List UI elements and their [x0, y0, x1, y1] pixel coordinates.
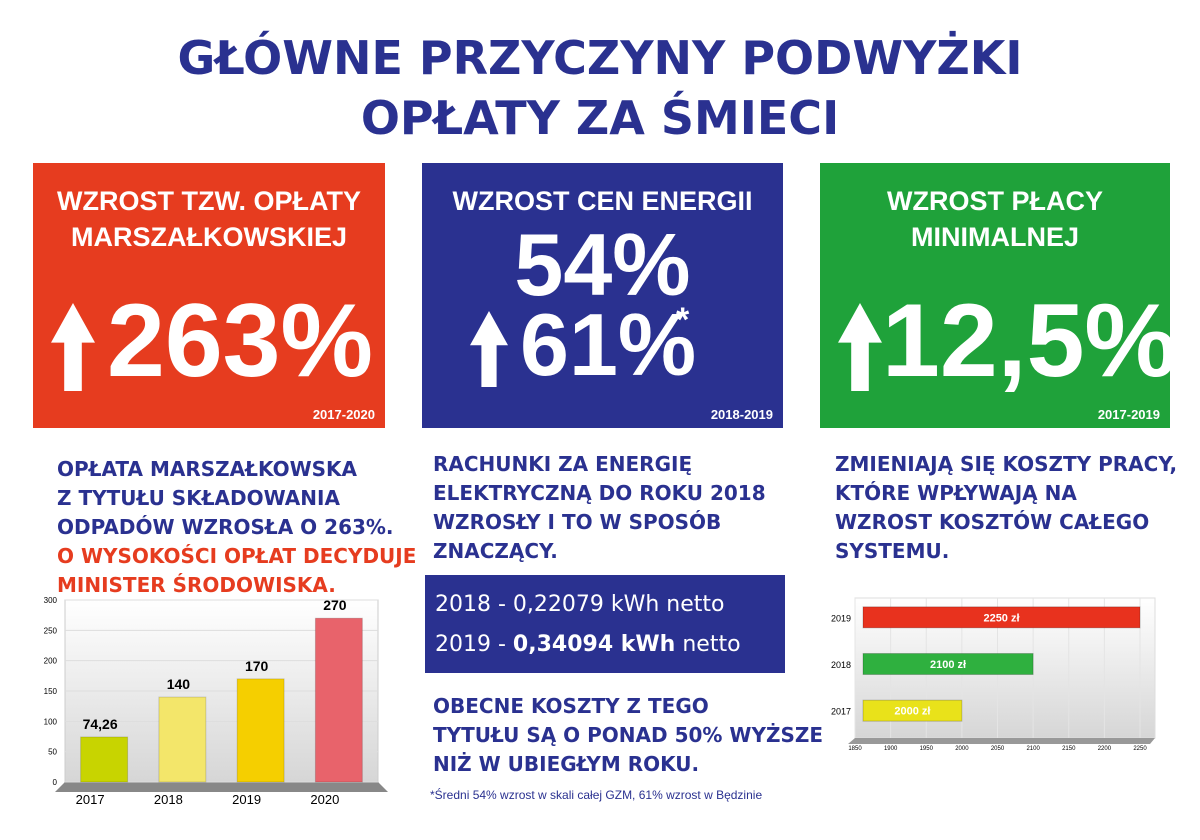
bar — [314, 617, 363, 783]
x-tick-label: 1950 — [920, 746, 934, 752]
panel-title-line: MARSZAŁKOWSKIEJ — [71, 222, 347, 252]
column-text: OBECNE KOSZTY Z TEGO TYTUŁU SĄ O PONAD 50… — [433, 692, 823, 779]
panel-value: 12,5% — [882, 283, 1177, 399]
y-tick-label: 2019 — [831, 613, 851, 623]
panel-title-line: WZROST PŁACY — [887, 186, 1103, 216]
panel-period: 2018-2019 — [710, 407, 773, 422]
y-tick-label: 50 — [48, 748, 57, 757]
arrow-icon — [470, 311, 508, 387]
y-tick-label: 150 — [44, 687, 58, 696]
text-line: ODPADÓW WZROSŁA O 263%. — [57, 515, 394, 539]
x-tick-label: 2000 — [955, 746, 969, 752]
x-tick-label: 2250 — [1133, 746, 1147, 752]
value-label: 2100 zł — [930, 659, 966, 671]
x-tick-label: 2050 — [991, 746, 1005, 752]
y-tick-label: 100 — [44, 717, 58, 726]
x-tick-label: 2018 — [154, 792, 183, 807]
panel-title-line: WZROST TZW. OPŁATY — [57, 186, 361, 216]
text-line: ELEKTRYCZNĄ DO ROKU 2018 — [433, 481, 766, 505]
panel-title-line: WZROST CEN ENERGII — [452, 186, 753, 216]
text-line: ZMIENIAJĄ SIĘ KOSZTY PRACY, — [835, 452, 1178, 476]
panel-value: 61% — [520, 295, 697, 394]
text-line: RACHUNKI ZA ENERGIĘ — [433, 452, 693, 476]
panel: WZROST CEN ENERGII 54% 61% * 2018-2019 — [422, 163, 783, 428]
x-tick-label: 2200 — [1098, 746, 1112, 752]
value-label: 140 — [167, 676, 191, 692]
footnote: *Średni 54% wzrost w skali całej GZM, 61… — [430, 788, 763, 802]
column-text: RACHUNKI ZA ENERGIĘ ELEKTRYCZNĄ DO ROKU 2… — [433, 450, 766, 566]
plot-floor — [55, 782, 388, 792]
value-label: 74,26 — [83, 716, 118, 732]
text-line: SYSTEMU. — [835, 539, 950, 563]
price-line: 2018 - 0,22079 kWh netto — [435, 585, 785, 625]
x-tick-label: 2020 — [310, 792, 339, 807]
panel-period: 2017-2019 — [1097, 407, 1160, 422]
title: GŁÓWNE PRZYCZYNY PODWYŻKI OPŁATY ZA ŚMIEC… — [0, 28, 1200, 148]
x-tick-label: 2019 — [232, 792, 261, 807]
arrow-icon — [51, 303, 95, 391]
title-line: OPŁATY ZA ŚMIECI — [360, 91, 840, 145]
bar — [862, 653, 1034, 675]
panel-title: WZROST PŁACY MINIMALNEJ — [820, 183, 1170, 255]
value-label: 2250 zł — [983, 612, 1019, 624]
x-tick-label: 1900 — [884, 746, 898, 752]
bar — [80, 736, 129, 783]
price-text: 0,34094 kWh — [512, 632, 676, 657]
text-line: KTÓRE WPŁYWAJĄ NA — [835, 481, 1077, 505]
y-tick-label: 250 — [44, 626, 58, 635]
x-tick-label: 2100 — [1026, 746, 1040, 752]
plot-floor — [848, 738, 1155, 744]
text-line: TYTUŁU SĄ O PONAD 50% WYŻSZE — [433, 723, 824, 747]
y-tick-label: 2018 — [831, 660, 851, 670]
highlight-line: MINISTER ŚRODOWISKA. — [57, 573, 336, 597]
y-tick-label: 200 — [44, 657, 58, 666]
price-box: 2018 - 0,22079 kWh netto 2019 - 0,34094 k… — [425, 575, 785, 673]
text-line: Z TYTUŁU SKŁADOWANIA — [57, 486, 340, 510]
price-text: 2018 - 0,22079 kWh netto — [435, 592, 725, 617]
x-tick-label: 2017 — [76, 792, 105, 807]
footnote-mark: * — [676, 301, 690, 339]
arrow-icon — [838, 303, 882, 391]
text-line: OPŁATA MARSZAŁKOWSKA — [57, 457, 358, 481]
panel-title: WZROST CEN ENERGII — [422, 183, 783, 219]
price-text: 2019 - — [435, 632, 513, 657]
y-tick-label: 2017 — [831, 707, 851, 717]
title-line: GŁÓWNE PRZYCZYNY PODWYŻKI — [177, 31, 1023, 85]
x-tick-label: 1850 — [848, 746, 862, 752]
text-line: NIŻ W UBIEGŁYM ROKU. — [433, 752, 700, 776]
bar — [862, 606, 1141, 629]
panel: WZROST TZW. OPŁATY MARSZAŁKOWSKIEJ 263% 201… — [33, 163, 385, 428]
panel-title: WZROST TZW. OPŁATY MARSZAŁKOWSKIEJ — [33, 183, 385, 255]
bar — [236, 678, 285, 783]
value-label: 2000 zł — [894, 706, 930, 718]
column-text: OPŁATA MARSZAŁKOWSKA Z TYTUŁU SKŁADOWANIA… — [57, 455, 416, 600]
panel-value: 54% — [514, 215, 691, 314]
value-label: 270 — [323, 597, 347, 613]
panel-period: 2017-2020 — [312, 407, 375, 422]
column-text: ZMIENIAJĄ SIĘ KOSZTY PRACY, KTÓRE WPŁYWAJ… — [835, 450, 1177, 566]
value-label: 170 — [245, 658, 269, 674]
panel: WZROST PŁACY MINIMALNEJ 12,5% 2017-2019 — [820, 163, 1177, 428]
text-line: OBECNE KOSZTY Z TEGO — [433, 694, 709, 718]
price-line: 2019 - 0,34094 kWh netto — [435, 625, 785, 665]
highlight-line: O WYSOKOŚCI OPŁAT DECYDUJE — [57, 544, 417, 568]
y-tick-label: 0 — [53, 778, 58, 787]
panel-title-line: MINIMALNEJ — [911, 222, 1079, 252]
text-line: WZROSŁY I TO W SPOSÓB — [433, 510, 722, 534]
y-tick-label: 300 — [44, 596, 58, 605]
price-text: netto — [675, 632, 741, 657]
bar — [862, 699, 963, 722]
text-line: ZNACZĄCY. — [433, 539, 558, 563]
bar — [158, 696, 207, 783]
x-tick-label: 2150 — [1062, 746, 1076, 752]
text-line: WZROST KOSZTÓW CAŁEGO — [835, 510, 1150, 534]
panel-value: 263% — [107, 283, 373, 399]
